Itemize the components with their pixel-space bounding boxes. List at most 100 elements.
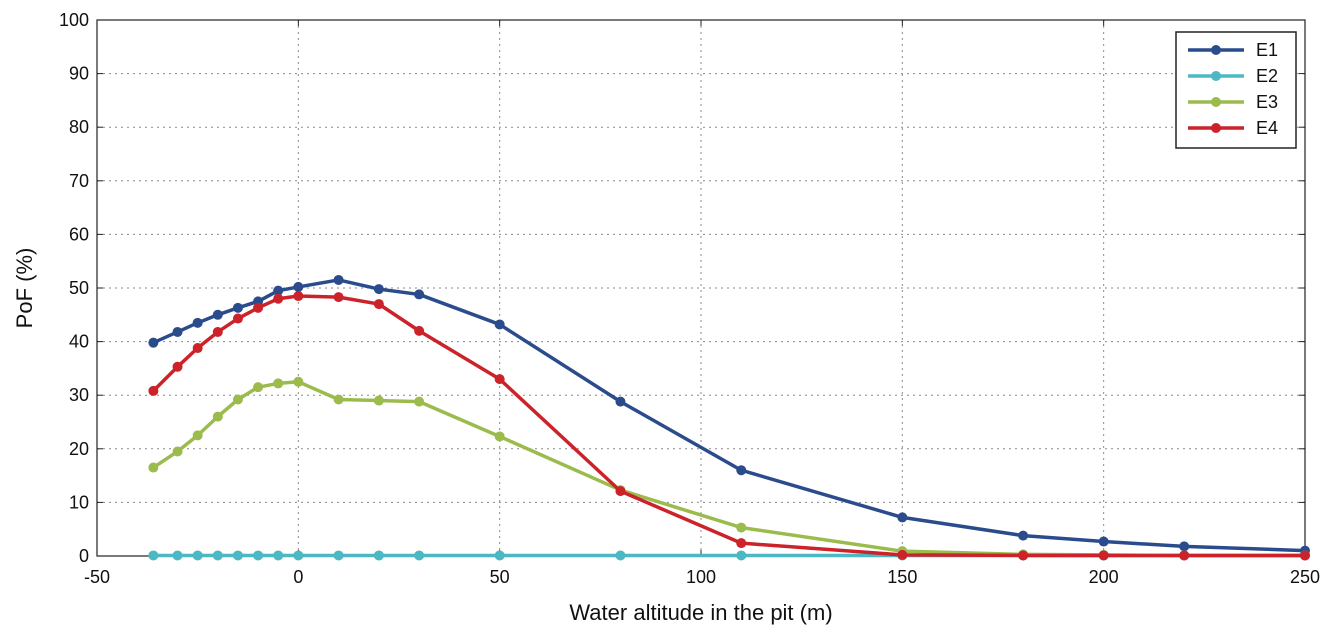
data-point-e2 xyxy=(333,550,344,561)
data-point-e3 xyxy=(273,378,284,389)
data-point-e1 xyxy=(494,319,505,330)
data-point-e4 xyxy=(1098,550,1109,561)
data-point-e4 xyxy=(1179,550,1190,561)
x-tick-label: 50 xyxy=(490,567,510,587)
data-point-e3 xyxy=(333,394,344,405)
legend-item-e2: E2 xyxy=(1188,66,1278,86)
data-point-e2 xyxy=(273,550,284,561)
legend-item-e3: E3 xyxy=(1188,92,1278,112)
data-point-e3 xyxy=(253,382,264,393)
x-tick-label: 0 xyxy=(293,567,303,587)
y-tick-label: 80 xyxy=(69,117,89,137)
y-tick-label: 60 xyxy=(69,224,89,244)
y-tick-label: 90 xyxy=(69,64,89,84)
data-point-e1 xyxy=(172,326,183,337)
x-tick-label: 150 xyxy=(887,567,917,587)
series-e4 xyxy=(148,291,1310,561)
data-point-e4 xyxy=(897,549,908,560)
legend-swatch-marker xyxy=(1211,45,1221,55)
series-e3 xyxy=(148,376,1310,561)
data-point-e1 xyxy=(1018,530,1029,541)
legend-label: E3 xyxy=(1256,92,1278,112)
legend-swatch-marker xyxy=(1211,97,1221,107)
data-point-e4 xyxy=(373,299,384,310)
series-line-e3 xyxy=(152,380,1305,558)
legend: E1 E2 E3 E4 xyxy=(1175,31,1297,149)
data-point-e2 xyxy=(253,550,264,561)
data-point-e3 xyxy=(212,411,223,422)
data-point-e1 xyxy=(736,465,747,476)
data-point-e4 xyxy=(148,385,159,396)
legend-item-e1: E1 xyxy=(1188,40,1278,60)
data-point-e1 xyxy=(1179,541,1190,552)
data-point-e1 xyxy=(273,285,284,296)
data-point-e4 xyxy=(615,486,626,497)
y-tick-label: 0 xyxy=(79,546,89,566)
data-point-e2 xyxy=(615,550,626,561)
data-point-e1 xyxy=(192,317,203,328)
y-tick-label: 100 xyxy=(59,10,89,30)
data-point-e2 xyxy=(192,550,203,561)
y-tick-label: 70 xyxy=(69,171,89,191)
series-e1 xyxy=(148,274,1310,556)
data-point-e3 xyxy=(373,395,384,406)
data-point-e1 xyxy=(373,284,384,295)
data-point-e2 xyxy=(373,550,384,561)
y-tick-label: 40 xyxy=(69,332,89,352)
x-tick-label: 100 xyxy=(686,567,716,587)
data-point-e3 xyxy=(414,396,425,407)
data-point-e3 xyxy=(232,394,243,405)
x-tick-label: -50 xyxy=(84,567,110,587)
data-point-e4 xyxy=(273,293,284,304)
x-tick-label: 200 xyxy=(1089,567,1119,587)
data-point-e2 xyxy=(736,550,747,561)
data-point-e4 xyxy=(192,343,203,354)
data-point-e1 xyxy=(615,396,626,407)
data-point-e4 xyxy=(736,538,747,549)
y-axis-title: PoF (%) xyxy=(12,248,37,329)
data-point-e2 xyxy=(293,550,304,561)
legend-swatch-marker xyxy=(1211,71,1221,81)
data-point-e2 xyxy=(212,550,223,561)
data-point-e4 xyxy=(333,292,344,303)
series-lines xyxy=(148,274,1310,561)
data-point-e3 xyxy=(172,446,183,457)
data-point-e2 xyxy=(172,550,183,561)
legend-label: E1 xyxy=(1256,40,1278,60)
data-point-e4 xyxy=(414,325,425,336)
data-point-e1 xyxy=(414,289,425,300)
data-point-e3 xyxy=(192,430,203,441)
y-tick-label: 50 xyxy=(69,278,89,298)
x-axis-title: Water altitude in the pit (m) xyxy=(569,600,832,625)
data-point-e4 xyxy=(1018,550,1029,561)
data-point-e1 xyxy=(212,309,223,320)
data-point-e1 xyxy=(333,274,344,285)
data-point-e1 xyxy=(897,512,908,523)
legend-swatch-marker xyxy=(1211,123,1221,133)
y-tick-label: 20 xyxy=(69,439,89,459)
data-point-e1 xyxy=(293,281,304,292)
data-point-e4 xyxy=(293,291,304,302)
data-point-e3 xyxy=(293,376,304,387)
legend-label: E2 xyxy=(1256,66,1278,86)
legend-label: E4 xyxy=(1256,118,1278,138)
data-point-e3 xyxy=(736,522,747,533)
data-point-e1 xyxy=(232,302,243,313)
data-point-e4 xyxy=(172,361,183,372)
data-point-e4 xyxy=(232,313,243,324)
data-point-e2 xyxy=(232,550,243,561)
data-point-e4 xyxy=(494,374,505,385)
data-point-e2 xyxy=(148,550,159,561)
data-point-e3 xyxy=(494,431,505,442)
data-point-e4 xyxy=(212,326,223,337)
series-line-e4 xyxy=(152,294,1305,558)
y-tick-label: 10 xyxy=(69,492,89,512)
y-tick-label: 30 xyxy=(69,385,89,405)
legend-item-e4: E4 xyxy=(1188,118,1278,138)
data-point-e4 xyxy=(253,302,264,313)
data-point-e4 xyxy=(1300,550,1310,561)
data-point-e2 xyxy=(494,550,505,561)
